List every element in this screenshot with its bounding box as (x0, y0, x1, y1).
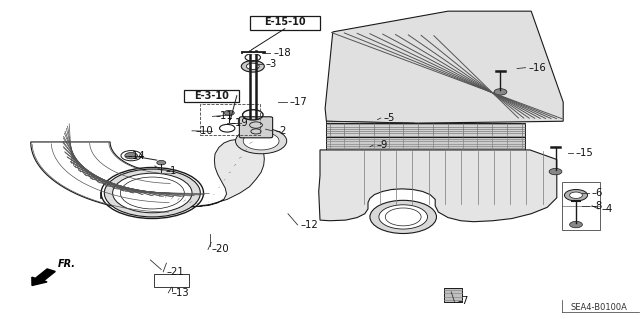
Circle shape (370, 200, 436, 234)
Text: –18: –18 (273, 48, 291, 58)
Text: –1: –1 (165, 166, 177, 176)
Bar (444, 288, 462, 302)
Circle shape (243, 132, 279, 150)
Circle shape (570, 221, 582, 228)
Polygon shape (326, 121, 415, 137)
Circle shape (379, 205, 428, 229)
Text: –15: –15 (576, 148, 594, 158)
Bar (326, 137, 525, 150)
Circle shape (246, 63, 259, 70)
Bar (326, 123, 525, 137)
Circle shape (157, 160, 166, 165)
Circle shape (236, 128, 287, 154)
Circle shape (564, 189, 588, 201)
Polygon shape (152, 139, 264, 207)
Text: –6: –6 (592, 188, 604, 198)
Text: –20: –20 (211, 244, 229, 255)
Text: –12: –12 (301, 220, 319, 230)
Circle shape (104, 169, 200, 217)
Text: FR.: FR. (58, 259, 76, 269)
Text: E-3-10: E-3-10 (194, 91, 228, 101)
Circle shape (113, 173, 192, 213)
Circle shape (494, 89, 507, 95)
Circle shape (241, 61, 264, 72)
Text: –19: –19 (230, 118, 248, 129)
Text: –5: –5 (384, 113, 396, 123)
Text: –3: –3 (266, 59, 277, 69)
Text: –7: –7 (458, 296, 469, 307)
Text: SEA4-B0100A: SEA4-B0100A (570, 303, 627, 312)
Text: –21: –21 (166, 267, 184, 277)
Bar (154, 274, 189, 287)
FancyBboxPatch shape (239, 117, 273, 138)
Text: –10: –10 (195, 126, 213, 136)
Text: –16: –16 (529, 63, 547, 73)
Text: –13: –13 (172, 288, 189, 298)
Text: –14: –14 (128, 151, 146, 161)
Circle shape (570, 192, 582, 198)
Text: –8: –8 (592, 201, 604, 211)
Text: –4: –4 (602, 204, 613, 214)
Text: –2: –2 (275, 126, 287, 136)
Text: E-15-10: E-15-10 (264, 17, 306, 27)
Circle shape (125, 152, 138, 159)
Bar (562, 182, 600, 230)
Text: –17: –17 (290, 97, 308, 107)
Text: –11: –11 (216, 111, 234, 122)
Polygon shape (325, 11, 563, 123)
FancyArrow shape (32, 269, 55, 286)
Polygon shape (319, 150, 557, 222)
Circle shape (224, 110, 234, 115)
Circle shape (549, 168, 562, 175)
Text: –9: –9 (376, 140, 388, 150)
